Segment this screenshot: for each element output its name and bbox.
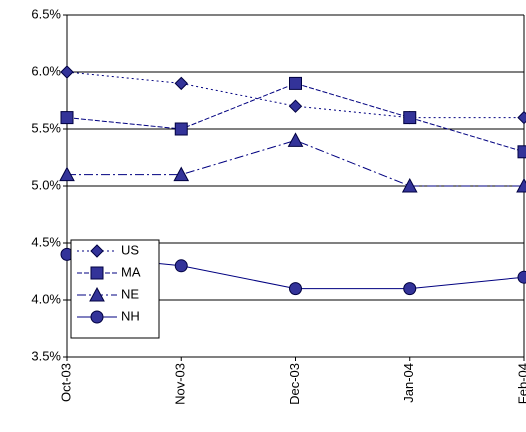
marker	[517, 110, 526, 125]
legend-marker	[89, 286, 105, 302]
y-tick-label: 6.5%	[31, 6, 61, 21]
marker	[288, 99, 303, 113]
legend-label: NH	[121, 308, 140, 323]
legend-marker	[90, 266, 104, 280]
marker	[401, 177, 418, 193]
marker	[403, 111, 417, 125]
marker	[289, 76, 302, 90]
legend-marker	[90, 244, 104, 258]
marker	[403, 282, 417, 296]
y-tick-label: 6.0%	[31, 63, 61, 78]
x-tick-label: Feb-04	[515, 363, 526, 404]
x-tick-label: Dec-03	[287, 363, 302, 405]
x-tick-label: Oct-03	[58, 363, 73, 402]
legend-label: MA	[121, 264, 141, 279]
marker	[60, 111, 74, 125]
y-tick-label: 4.0%	[31, 291, 61, 306]
marker	[517, 145, 526, 159]
legend-marker	[90, 310, 104, 324]
y-tick-label: 5.5%	[31, 120, 61, 135]
legend-label: NE	[121, 286, 139, 301]
marker	[173, 166, 190, 182]
legend-label: US	[121, 242, 139, 257]
y-tick-label: 3.5%	[31, 348, 61, 363]
x-tick-label: Jan-04	[401, 363, 416, 403]
marker	[59, 166, 75, 182]
x-tick-label: Nov-03	[173, 363, 188, 405]
legend: US MA NE NH	[70, 239, 160, 339]
series-line	[66, 82, 525, 153]
y-tick-label: 4.5%	[31, 234, 61, 249]
marker	[289, 282, 302, 296]
marker	[174, 76, 188, 91]
marker	[174, 259, 188, 273]
marker	[60, 65, 74, 79]
marker	[516, 177, 526, 193]
y-tick-label: 5.0%	[31, 177, 61, 192]
legend-box	[70, 239, 160, 339]
marker	[174, 122, 188, 136]
marker	[287, 132, 304, 147]
marker	[517, 270, 526, 284]
